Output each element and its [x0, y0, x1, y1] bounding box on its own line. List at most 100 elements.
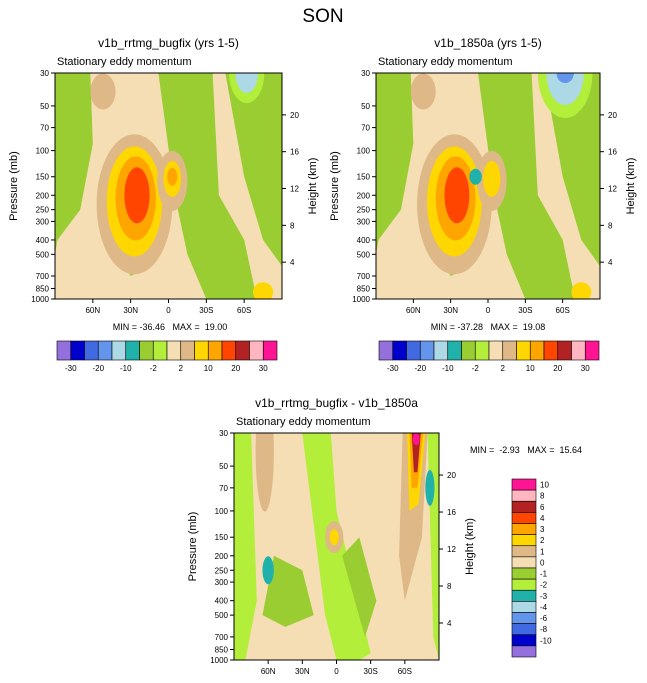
y-tick-label: 200	[36, 191, 50, 200]
colorbar-swatch	[406, 340, 421, 361]
colorbar-swatch	[488, 340, 504, 361]
y-tick-label: 400	[215, 597, 229, 606]
y-tick-label: 850	[357, 285, 371, 294]
axes-top-left: 305070100150200250300400500700850100060N…	[8, 36, 319, 315]
y-tick-label: 100	[357, 147, 371, 156]
colorbar-swatch	[97, 340, 113, 361]
colorbar-swatch	[249, 340, 264, 361]
pos-cell	[90, 73, 116, 110]
x-tick-label: 0	[334, 667, 339, 676]
contour-fill	[234, 433, 439, 660]
y-tick-label: 30	[219, 429, 228, 438]
x-tick-label: 60N	[85, 306, 100, 315]
y-tick-label: 50	[40, 102, 49, 111]
colorbar-swatch	[70, 340, 85, 361]
y-tick-label: 250	[215, 566, 229, 575]
colorbar-label: 0	[540, 558, 545, 567]
y-tick-label: 100	[215, 507, 229, 516]
y-tick-label: 200	[215, 552, 229, 561]
y-tick-label: 1000	[31, 295, 49, 304]
polar-cell	[556, 73, 574, 83]
colorbar-label: -4	[540, 603, 548, 612]
jet-cell	[124, 167, 150, 224]
colorbar-label: -10	[442, 364, 454, 373]
colorbar-swatch	[262, 340, 278, 361]
y-tick-label: 50	[219, 462, 228, 471]
jet-diff	[412, 433, 420, 446]
colorbar-swatch	[511, 612, 537, 624]
colorbar-swatch	[56, 340, 72, 361]
neg-cell	[425, 469, 435, 506]
colorbar-swatch	[84, 340, 99, 361]
colorbar-swatch	[474, 340, 490, 361]
y-axis-label: Pressure (mb)	[187, 512, 199, 582]
colorbar-swatch	[207, 340, 223, 361]
colorbar-label: 30	[259, 364, 268, 373]
x-tick-label: 30N	[123, 306, 138, 315]
panel-title: v1b_rrtmg_bugfix - v1b_1850a	[255, 396, 418, 410]
colorbar-swatch	[557, 340, 572, 361]
colorbar-label: 1	[540, 547, 545, 556]
axes-top-right: 305070100150200250300400500700850100060N…	[329, 36, 637, 315]
height-tick-label: 16	[447, 508, 456, 517]
figure-title: SON	[302, 6, 343, 27]
neg-region	[234, 433, 257, 660]
surface-cell	[252, 282, 274, 299]
neg-region	[55, 73, 93, 255]
panel-subtitle: Stationary eddy momentum	[378, 56, 513, 68]
neg-region	[478, 73, 576, 299]
x-tick-label: 60S	[398, 667, 412, 676]
y-axis-label: Pressure (mb)	[329, 151, 341, 221]
colorbar-label: -20	[92, 364, 104, 373]
y-tick-label: 850	[215, 645, 229, 654]
colorbar-swatch	[166, 340, 182, 361]
height-tick-label: 20	[608, 111, 617, 120]
colorbar-swatch	[511, 578, 537, 591]
height-tick-label: 16	[608, 148, 617, 157]
colorbar-swatch	[511, 512, 537, 524]
x-tick-label: 30N	[443, 306, 458, 315]
y-tick-label: 700	[36, 272, 50, 281]
y-axis-right-label: Height (km)	[307, 158, 319, 215]
y-tick-label: 500	[36, 250, 50, 259]
y-tick-label: 30	[40, 69, 49, 78]
colorbar-swatch	[194, 340, 209, 361]
colorbar-label: -3	[540, 592, 548, 601]
colorbar-label: -6	[540, 614, 548, 623]
contour-fill	[55, 73, 282, 299]
height-tick-label: 20	[447, 471, 456, 480]
colorbar-swatch	[584, 340, 600, 361]
colorbar-swatch	[447, 340, 462, 361]
x-tick-label: 60S	[556, 306, 570, 315]
neg-cell	[262, 556, 274, 585]
colorbar-swatch	[511, 634, 537, 647]
y-tick-label: 850	[36, 285, 50, 294]
colorbar-label: -2	[472, 364, 480, 373]
height-tick-label: 16	[290, 148, 299, 157]
colorbar-label: -20	[414, 364, 426, 373]
colorbar-swatch	[511, 489, 537, 502]
x-tick-label: 30S	[199, 306, 213, 315]
y-tick-label: 50	[361, 102, 370, 111]
jet-cell	[444, 167, 470, 224]
eq-cell	[469, 168, 482, 185]
contour-fill	[376, 73, 600, 299]
y-tick-label: 150	[357, 173, 371, 182]
colorbar-swatch	[433, 340, 449, 361]
min-max-stats: MIN = -37.28 MAX = 19.08	[431, 322, 546, 332]
x-tick-label: 30S	[518, 306, 532, 315]
colorbar-label: 20	[553, 364, 562, 373]
y-tick-label: 500	[215, 611, 229, 620]
colorbar-swatch	[221, 340, 237, 361]
height-tick-label: 12	[290, 185, 299, 194]
colorbar-swatch	[125, 340, 140, 361]
y-tick-label: 200	[357, 191, 371, 200]
height-tick-label: 4	[447, 619, 452, 628]
height-tick-label: 4	[608, 258, 613, 267]
colorbar-swatch	[511, 556, 537, 569]
y-tick-label: 300	[215, 578, 229, 587]
colorbar-swatch	[529, 340, 545, 361]
x-tick-label: 60S	[237, 306, 251, 315]
min-max-stats: MIN = -2.93 MAX = 15.64	[470, 445, 582, 455]
